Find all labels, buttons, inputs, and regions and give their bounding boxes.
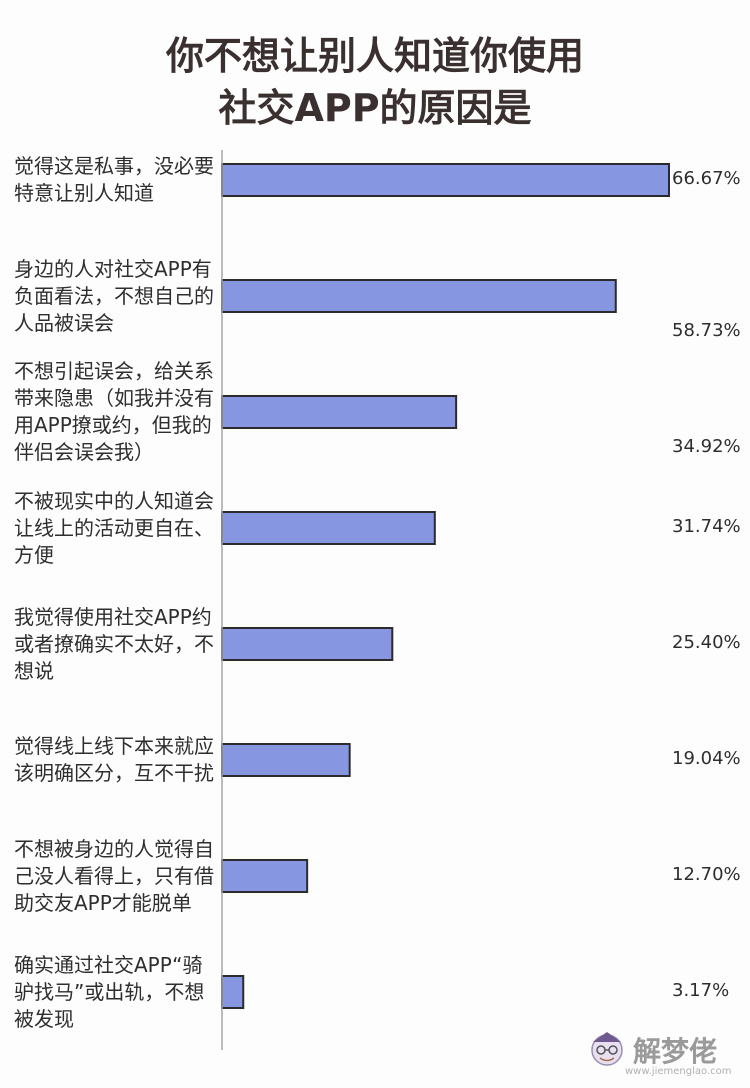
chart-title: 你不想让别人知道你使用 社交APP的原因是 [0,30,750,134]
value-label-6: 19.04% [672,748,741,769]
category-label-5: 我觉得使用社交APP约或者撩确实不太好，不想说 [14,604,214,683]
bars-group [221,163,670,1009]
category-label-6: 觉得线上线下本来就应该明确区分，互不干扰 [14,734,214,785]
value-label-2: 58.73% [672,320,741,341]
category-label-3: 不想引起误会，给关系带来隐患（如我并没有用APP撩或约，但我的伴侣会误会我） [14,359,214,464]
bar-3 [221,395,458,429]
value-label-4: 31.74% [672,516,741,537]
bar-6 [221,743,351,777]
bar-5 [221,627,394,661]
category-label-8: 确实通过社交APP“骑驴找马”或出轨，不想被发现 [14,952,205,1031]
bar-1 [221,163,670,197]
value-label-8: 3.17% [672,980,730,1001]
value-label-5: 25.40% [672,632,741,653]
category-label-2: 身边的人对社交APP有负面看法，不想自己的人品被误会 [14,256,214,335]
watermark-url: www.jiemenglao.com [625,1066,732,1077]
watermark: 解梦佬 www.jiemenglao.com [585,1026,745,1084]
value-label-3: 34.92% [672,436,741,457]
watermark-text: 解梦佬 [633,1035,718,1068]
bar-4 [221,511,436,545]
category-label-1: 觉得这是私事，没必要特意让别人知道 [14,154,214,205]
watermark-logo-icon [591,1032,623,1066]
bar-8 [221,975,245,1009]
category-label-7: 不想被身边的人觉得自己没人看得上，只有借助交友APP才能脱单 [14,836,214,915]
category-label-4: 不被现实中的人知道会让线上的活动更自在、方便 [14,488,214,567]
chart-title-line-1: 你不想让别人知道你使用 [165,34,584,78]
bar-2 [221,279,617,313]
bar-7 [221,859,309,893]
chart-title-line-2: 社交APP的原因是 [218,86,532,130]
value-label-7: 12.70% [672,864,741,885]
value-label-1: 66.67% [672,168,741,189]
